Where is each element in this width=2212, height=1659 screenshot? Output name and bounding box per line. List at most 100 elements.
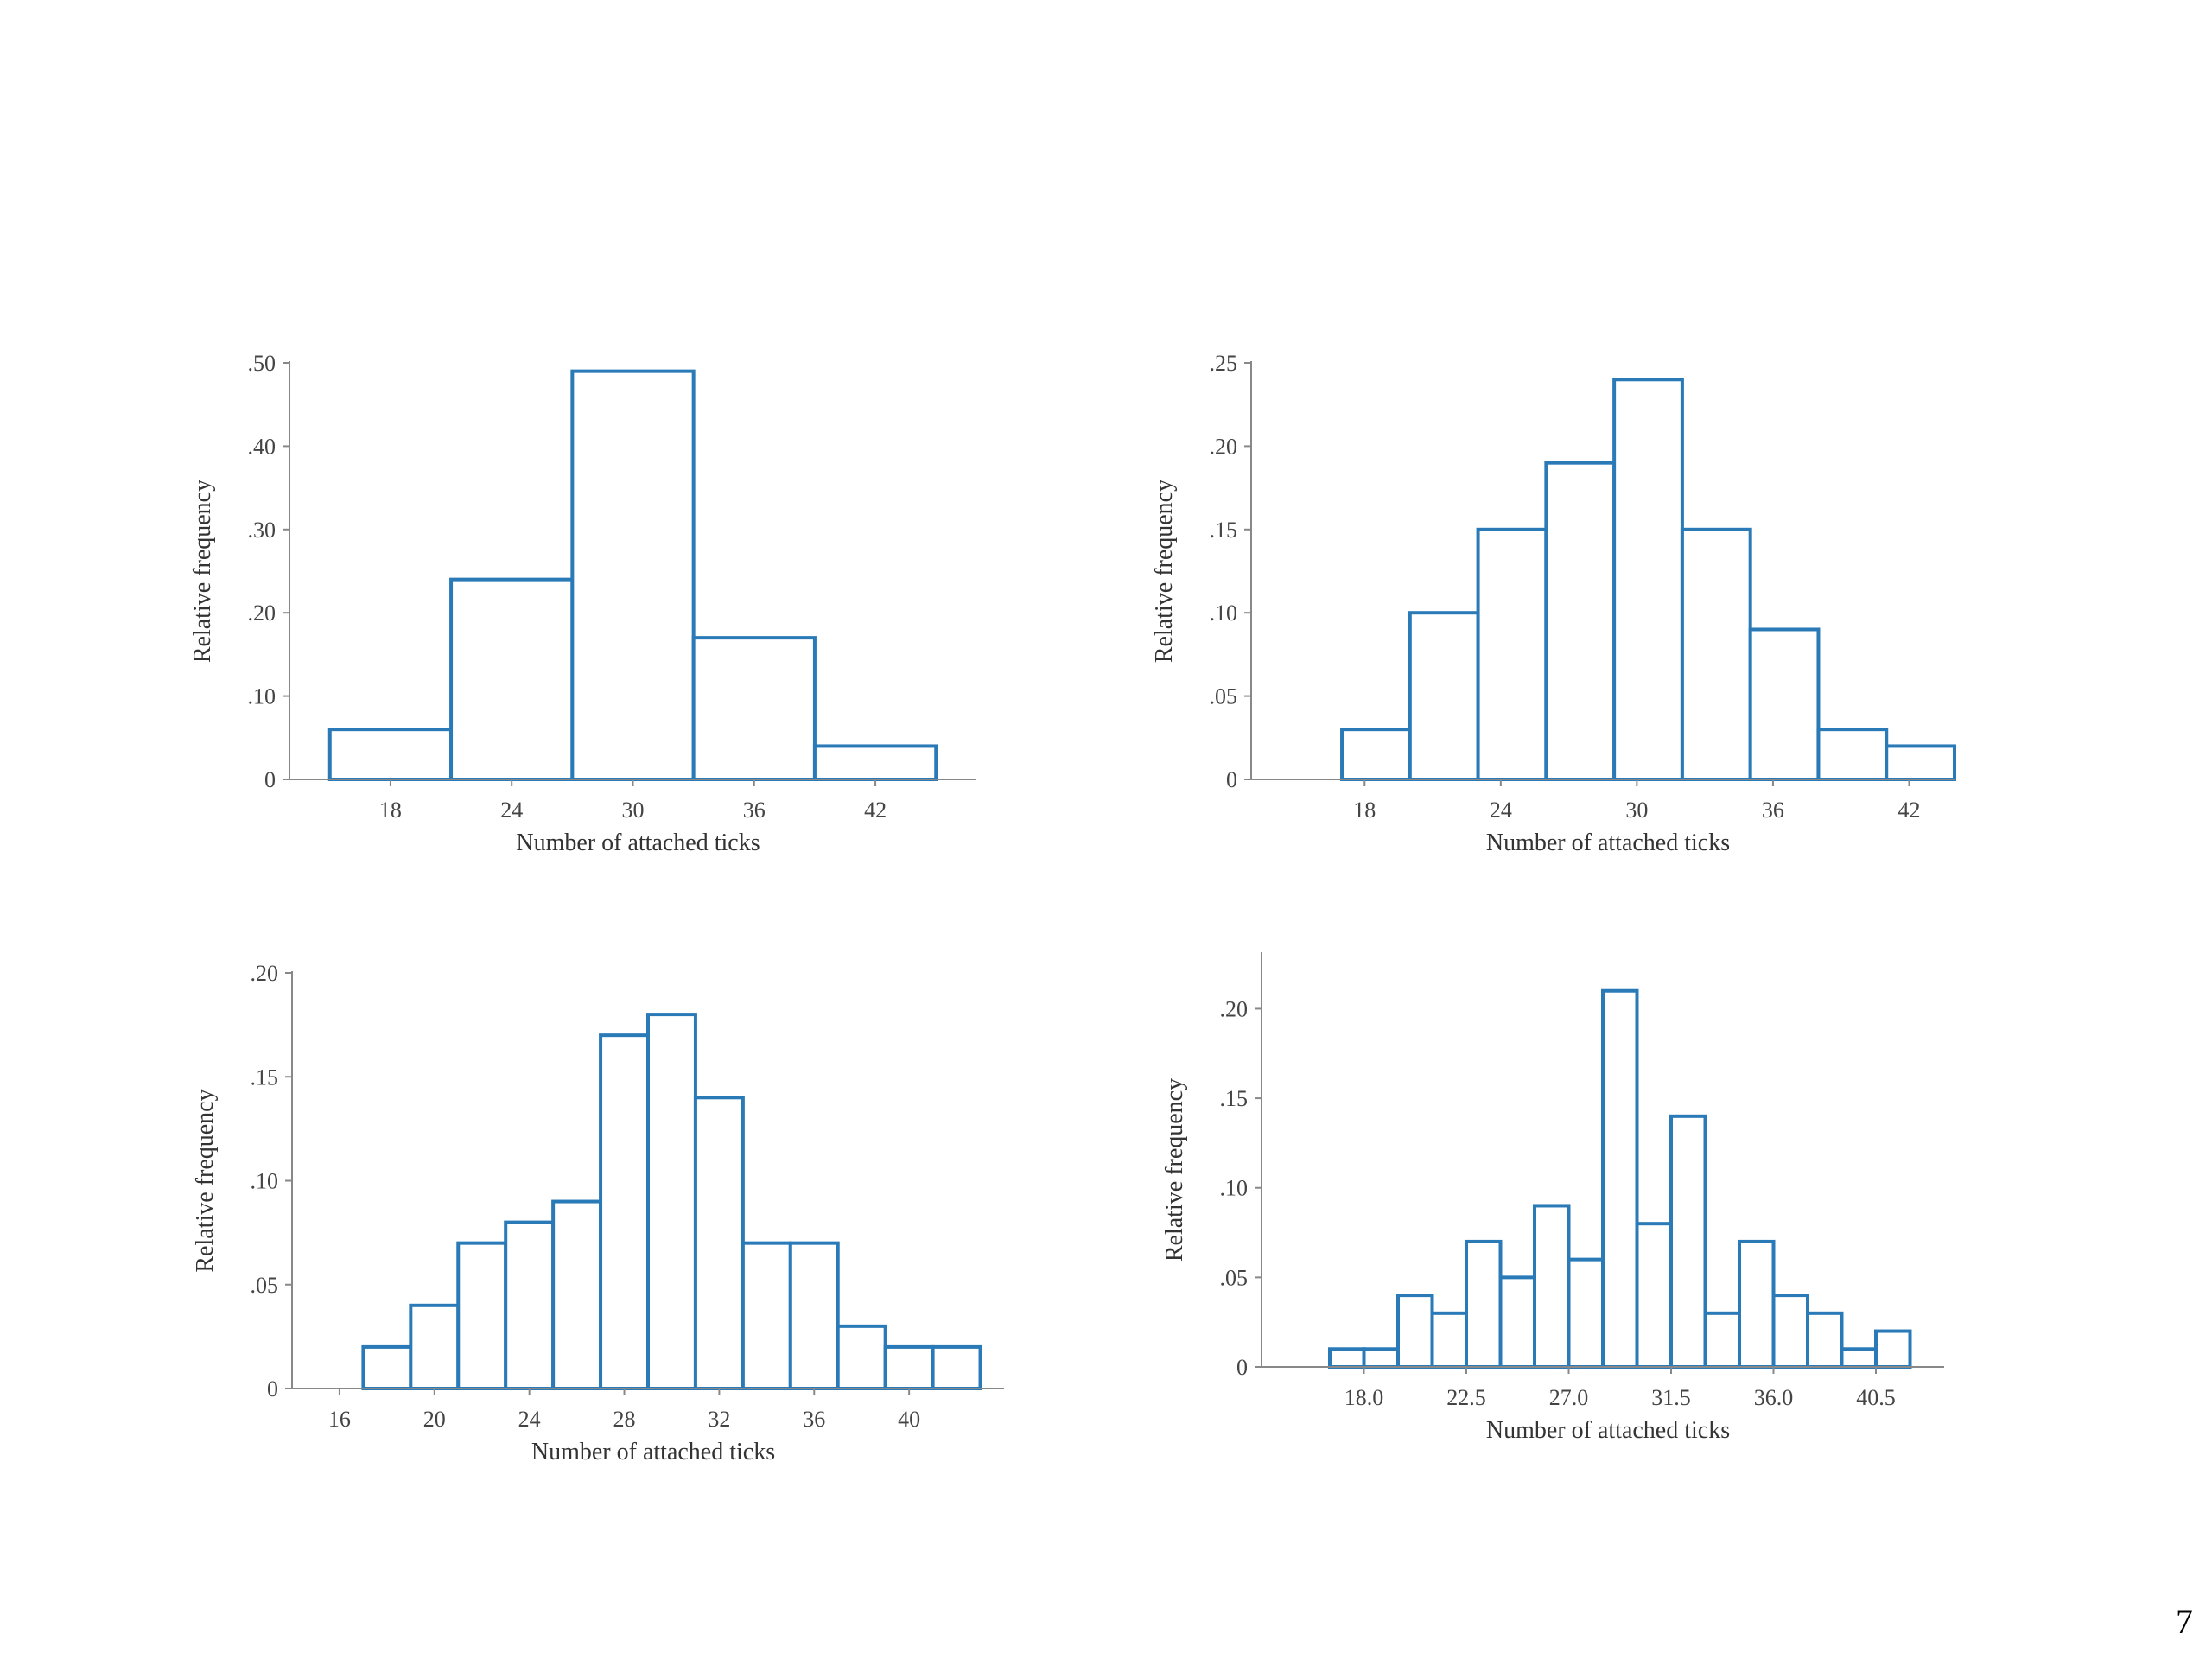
histogram-bar xyxy=(1771,1294,1809,1370)
y-tick-label: .15 xyxy=(251,1065,279,1090)
y-tick-label: .10 xyxy=(1210,601,1238,626)
x-tick-label: 18.0 xyxy=(1344,1385,1384,1410)
x-tick-label: 36 xyxy=(1762,798,1784,823)
histogram-bar xyxy=(449,577,575,782)
y-tick-label: 0 xyxy=(267,1376,278,1402)
y-tick-label: .05 xyxy=(1220,1265,1249,1290)
y-tick-label: .20 xyxy=(248,601,276,626)
y-tick-label: .50 xyxy=(248,351,276,376)
y-tick-label: .30 xyxy=(248,518,276,543)
histogram-2: 18 24 30 36 42 0 .05 .10 .15 .20 .25 Number of atta… xyxy=(1151,351,1957,856)
histogram-bar xyxy=(1635,1222,1673,1369)
x-tick-label: 28 xyxy=(613,1407,636,1432)
histogram-3: 16 20 24 28 32 36 40 0 .05 .10 .15 .20 Number of att… xyxy=(192,961,1004,1465)
x-axis-title: Number of attached ticks xyxy=(1486,830,1730,856)
histogram-bar xyxy=(1669,1114,1707,1370)
histogram-bar xyxy=(691,636,817,781)
histogram-bar xyxy=(570,369,696,781)
histogram-bar xyxy=(1601,988,1639,1370)
histogram-bar xyxy=(327,728,454,781)
x-tick-label: 40 xyxy=(898,1407,920,1432)
y-tick-label: .15 xyxy=(1210,518,1238,543)
histogram-1: 18 24 30 36 42 0 .10 .20 .30 .40 .50 Number of atta… xyxy=(189,351,976,856)
y-axis-title: Relative frequency xyxy=(192,1089,219,1272)
y-tick-label: 0 xyxy=(1226,767,1237,792)
y-tick-label: .20 xyxy=(1220,996,1249,1021)
histogram-bar xyxy=(812,744,938,782)
histogram-bar xyxy=(1544,461,1617,781)
histogram-bar xyxy=(1680,527,1752,781)
histogram-bar xyxy=(1430,1311,1468,1370)
histogram-bar xyxy=(693,1096,745,1391)
histogram-bar xyxy=(1806,1311,1844,1370)
y-tick-label: .05 xyxy=(1210,684,1238,709)
y-axis-title: Relative frequency xyxy=(1151,480,1178,663)
x-tick-label: 36 xyxy=(803,1407,825,1432)
y-tick-label: .10 xyxy=(248,684,276,709)
y-tick-label: .20 xyxy=(1210,434,1238,459)
histogram-bar xyxy=(1816,728,1889,781)
x-tick-label: 24 xyxy=(500,798,523,823)
histogram-bar xyxy=(1840,1347,1878,1369)
histogram-bar xyxy=(551,1199,603,1391)
histogram-bar xyxy=(409,1303,461,1391)
histogram-bar xyxy=(1498,1275,1536,1370)
y-tick-label: 0 xyxy=(264,767,276,792)
histogram-bar xyxy=(1567,1257,1605,1369)
x-tick-label: 42 xyxy=(864,798,887,823)
y-tick-label: .05 xyxy=(251,1273,279,1298)
y-tick-label: 0 xyxy=(1236,1355,1248,1380)
x-tick-label: 36.0 xyxy=(1754,1385,1794,1410)
histogram-bar xyxy=(1612,378,1684,781)
histogram-bar xyxy=(836,1324,887,1390)
histogram-bar xyxy=(741,1241,792,1391)
x-axis-title: Number of attached ticks xyxy=(1486,1417,1730,1444)
histogram-bar xyxy=(599,1033,650,1391)
histogram-bar xyxy=(1885,744,1957,782)
histogram-bar xyxy=(1408,611,1480,782)
x-tick-label: 30 xyxy=(1625,798,1648,823)
x-tick-label: 42 xyxy=(1897,798,1920,823)
histogram-bar xyxy=(361,1344,413,1391)
histogram-bar xyxy=(1340,728,1412,781)
y-tick-label: .40 xyxy=(248,434,276,459)
x-tick-label: 24 xyxy=(518,1407,541,1432)
histogram-bar xyxy=(788,1241,840,1391)
histogram-bar xyxy=(931,1344,982,1391)
histogram-bar xyxy=(883,1344,935,1391)
x-tick-label: 36 xyxy=(743,798,766,823)
x-tick-label: 27.0 xyxy=(1549,1385,1589,1410)
histogram-bar xyxy=(646,1013,697,1390)
x-axis-title: Number of attached ticks xyxy=(516,830,760,856)
x-tick-label: 18 xyxy=(1353,798,1376,823)
histogram-bar xyxy=(1328,1347,1366,1369)
x-tick-label: 20 xyxy=(423,1407,446,1432)
histogram-4: 18.0 22.5 27.0 31.5 36.0 40.5 0 .05 .10 .15 .20 Num… xyxy=(1161,952,1944,1444)
y-axis-title: Relative frequency xyxy=(1161,1078,1188,1262)
histogram-bar xyxy=(1703,1311,1741,1370)
histogram-bar xyxy=(1738,1239,1776,1369)
histogram-bar xyxy=(1874,1329,1912,1369)
x-axis-title: Number of attached ticks xyxy=(531,1439,775,1465)
x-tick-label: 32 xyxy=(708,1407,730,1432)
histogram-bar xyxy=(1748,627,1821,781)
histogram-bar xyxy=(1533,1204,1571,1370)
y-axis-title: Relative frequency xyxy=(189,480,216,663)
histogram-bar xyxy=(1396,1294,1434,1370)
x-tick-label: 16 xyxy=(328,1407,351,1432)
histogram-bar xyxy=(1465,1239,1503,1369)
x-tick-label: 24 xyxy=(1490,798,1512,823)
y-tick-label: .10 xyxy=(251,1169,279,1194)
x-tick-label: 30 xyxy=(622,798,645,823)
x-tick-label: 31.5 xyxy=(1651,1385,1691,1410)
x-tick-label: 22.5 xyxy=(1446,1385,1486,1410)
x-tick-label: 40.5 xyxy=(1856,1385,1896,1410)
y-tick-label: .10 xyxy=(1220,1176,1249,1201)
histogram-bar xyxy=(504,1220,556,1390)
y-tick-label: .25 xyxy=(1210,351,1238,376)
page-number: 7 xyxy=(2176,1602,2193,1641)
y-tick-label: .15 xyxy=(1220,1086,1249,1111)
histogram-bar xyxy=(456,1241,508,1391)
y-tick-label: .20 xyxy=(251,961,279,986)
